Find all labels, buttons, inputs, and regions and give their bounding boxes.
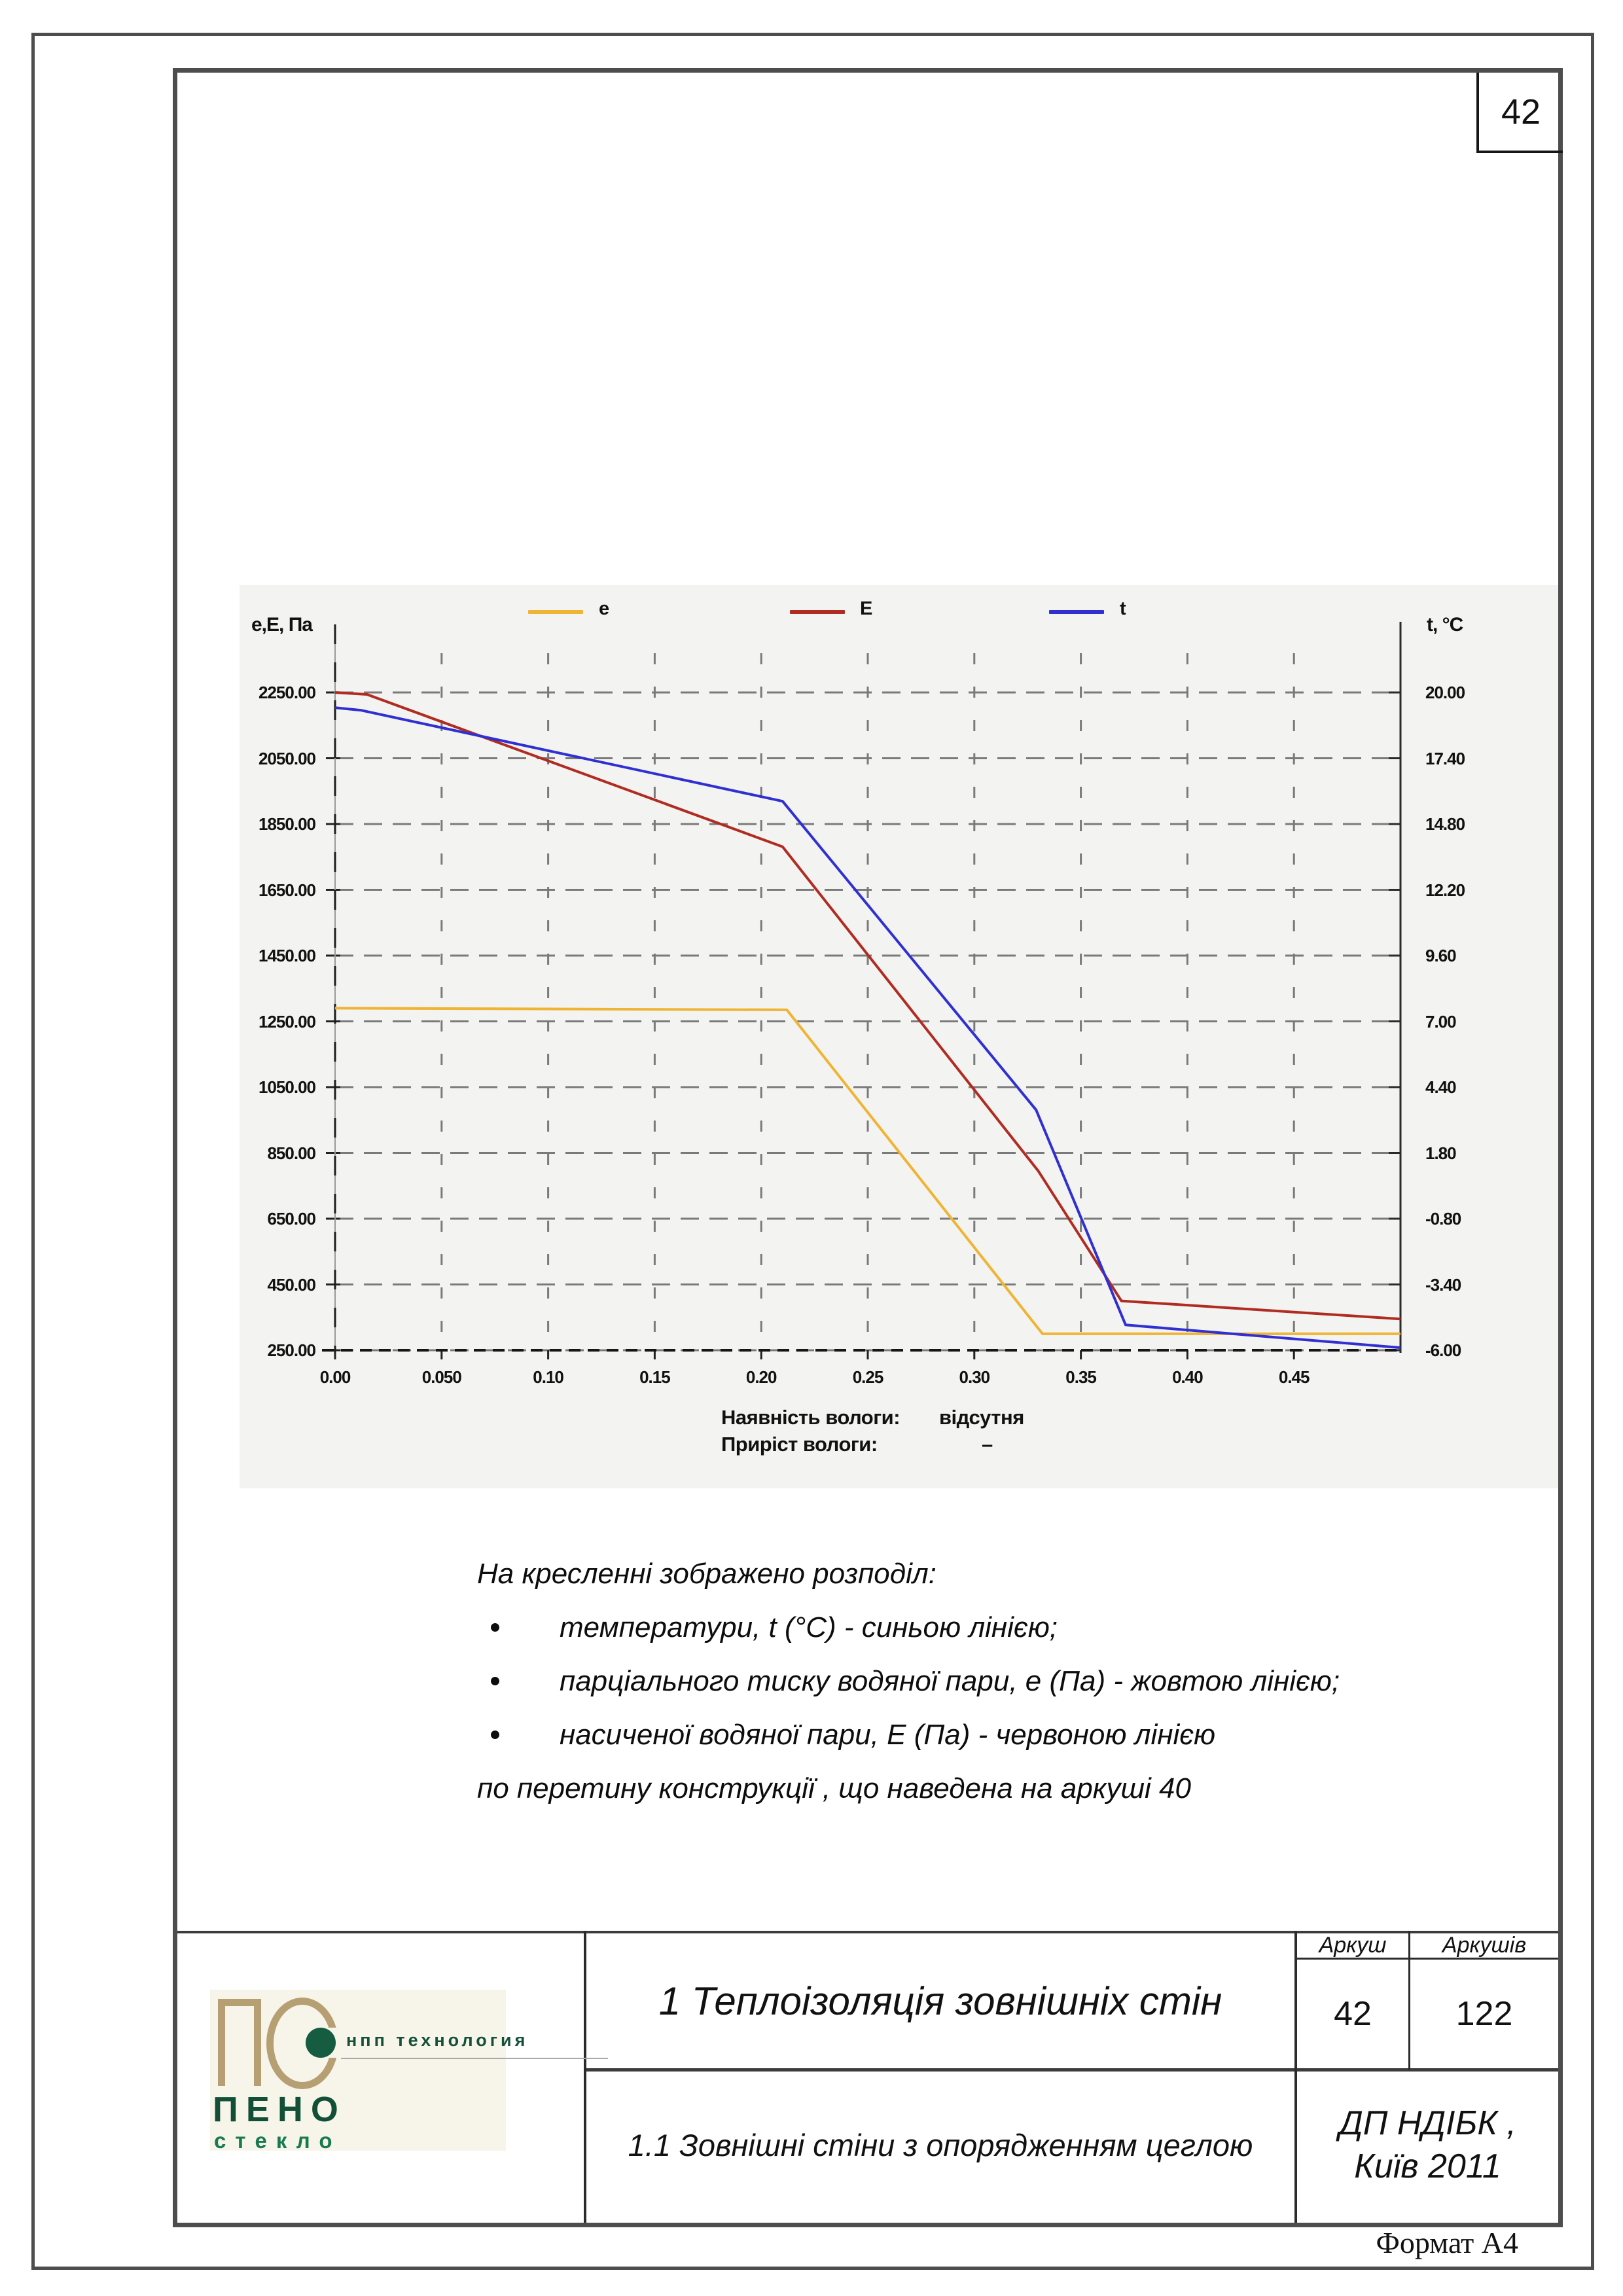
titleblock-divider-1 (584, 1931, 586, 2223)
legend-dash-E-icon (790, 610, 845, 614)
y-right-tick-label: 7.00 (1425, 1011, 1457, 1031)
titleblock-top-line (177, 1931, 1558, 1933)
logo-company-type: нпп технология (346, 2030, 529, 2050)
y-axis-left-caption: e,E, Па (251, 614, 313, 636)
x-tick-label: 0.30 (959, 1367, 990, 1387)
sheet-column-header: Аркуш (1319, 1933, 1387, 1958)
moisture-presence-value: відсутня (939, 1406, 1024, 1429)
y-right-tick-label: 17.40 (1425, 748, 1465, 768)
moisture-gain-label: Приріст вологи: (721, 1433, 878, 1456)
bullet-text: насиченої водяної пари, Е (Па) - червоно… (560, 1719, 1216, 1751)
y-right-tick-label: -6.00 (1425, 1340, 1461, 1360)
y-left-tick-label: 1650.00 (259, 880, 316, 900)
series-E (334, 691, 1401, 1321)
titleblock-divider-2 (1294, 1931, 1297, 2223)
x-tick-label: 0.35 (1065, 1367, 1097, 1387)
y-left-tick-label: 250.00 (267, 1340, 316, 1360)
x-tick-label: 0.40 (1172, 1367, 1204, 1387)
y-axis-right-caption: t, °C (1427, 614, 1463, 636)
y-right-tick-label: 9.60 (1425, 946, 1457, 965)
x-tick-label: 0.10 (533, 1367, 564, 1387)
y-left-tick-label: 450.00 (267, 1274, 316, 1295)
subsection-title-cell: 1.1 Зовнішні стіни з опорядженням цеглою (628, 2127, 1253, 2162)
sheets-column-header: Аркушів (1442, 1933, 1527, 1958)
x-tick-label: 0.20 (745, 1367, 777, 1387)
description-footer: по перетину конструкції , що наведена на… (477, 1772, 1191, 1804)
format-note: Формат А4 (1376, 2226, 1519, 2259)
y-right-tick-label: -0.80 (1425, 1209, 1461, 1229)
x-tick-label: 0.25 (852, 1367, 884, 1387)
logo-cell: нпп технология ПЕНО стекло (177, 1933, 608, 2218)
legend-label-e: e (599, 598, 610, 619)
bullet-icon (491, 1677, 499, 1685)
bullet-text: парціального тиску водяної пари, е (Па) … (560, 1665, 1340, 1697)
sheets-total-cell: 122 (1455, 1995, 1513, 2033)
x-tick-label: 0.050 (421, 1367, 462, 1387)
sheet-number-cell: 42 (1334, 1995, 1372, 2033)
y-right-tick-label: 1.80 (1425, 1143, 1457, 1163)
y-left-tick-label: 1850.00 (259, 814, 316, 834)
description-block: На кресленні зображено розподіл: темпера… (477, 1547, 1393, 1816)
page-number: 42 (1501, 92, 1541, 132)
y-left-tick-label: 1050.00 (259, 1077, 316, 1097)
y-right-tick-label: 12.20 (1425, 880, 1465, 900)
legend-dash-t-icon (1049, 610, 1104, 614)
organization-line1: ДП НДІБК , (1339, 2104, 1516, 2142)
moisture-gain-value: – (982, 1433, 993, 1456)
section-title-cell: 1 Теплоізоляція зовнішніх стін (658, 1979, 1222, 2023)
legend-label-E: E (860, 598, 873, 619)
organization-text: ДП НДІБК , Київ 2011 (1339, 2102, 1516, 2188)
y-right-tick-label: -3.40 (1425, 1274, 1461, 1295)
legend-swatch-E (790, 610, 845, 614)
titleblock-divider-3 (1408, 1931, 1410, 2070)
x-tick-label: 0.15 (639, 1367, 671, 1387)
page-number-box: 42 (1476, 73, 1563, 153)
bullet-text: температури, t (°C) - синьою лінією; (560, 1611, 1058, 1643)
titleblock-header-underline (1297, 1958, 1558, 1960)
y-right-tick-label: 14.80 (1425, 814, 1465, 834)
logo-brand-top: ПЕНО (213, 2090, 346, 2129)
list-item: температури, t (°C) - синьою лінією; (477, 1601, 1393, 1655)
y-left-tick-label: 1450.00 (259, 946, 316, 965)
series-t (334, 706, 1401, 1350)
bullet-icon (491, 1731, 499, 1739)
logo-underline (341, 2058, 608, 2059)
bullet-icon (491, 1623, 499, 1632)
logo-letter-p-icon (218, 1999, 261, 2086)
legend-swatch-e (528, 610, 583, 614)
y-left-tick-label: 650.00 (267, 1209, 316, 1229)
moisture-presence-label: Наявність вологи: (721, 1406, 901, 1429)
list-item: насиченої водяної пари, Е (Па) - червоно… (477, 1708, 1393, 1762)
titleblock-middle-line (584, 2068, 1558, 2072)
page-outer-border (31, 33, 1594, 2270)
y-right-tick-label: 4.40 (1425, 1077, 1457, 1097)
drawing-frame (173, 68, 1563, 2227)
logo-brand-bottom: стекло (214, 2128, 342, 2153)
y-left-tick-label: 2050.00 (259, 748, 316, 768)
y-left-tick-label: 1250.00 (259, 1011, 316, 1031)
organization-line2: Київ 2011 (1354, 2147, 1501, 2185)
list-item: парціального тиску водяної пари, е (Па) … (477, 1655, 1393, 1708)
x-tick-label: 0.45 (1278, 1367, 1310, 1387)
legend-swatch-t (1049, 610, 1104, 614)
logo-green-dot-icon (306, 2028, 336, 2058)
x-tick-label: 0.00 (319, 1367, 351, 1387)
company-logo: нпп технология ПЕНО стекло (210, 1990, 608, 2153)
chart-panel: e E t e,E, Па t, °C 2250.00 2050.00 1850.0… (240, 585, 1558, 1488)
description-intro: На кресленні зображено розподіл: (477, 1558, 936, 1590)
y-left-tick-label: 2250.00 (259, 683, 316, 702)
legend-dash-e-icon (528, 610, 583, 614)
y-left-tick-label: 850.00 (267, 1143, 316, 1163)
line-chart (322, 622, 1402, 1359)
legend-label-t: t (1120, 598, 1126, 619)
organization-cell: ДП НДІБК , Київ 2011 (1297, 2072, 1558, 2218)
y-right-tick-label: 20.00 (1425, 683, 1465, 702)
